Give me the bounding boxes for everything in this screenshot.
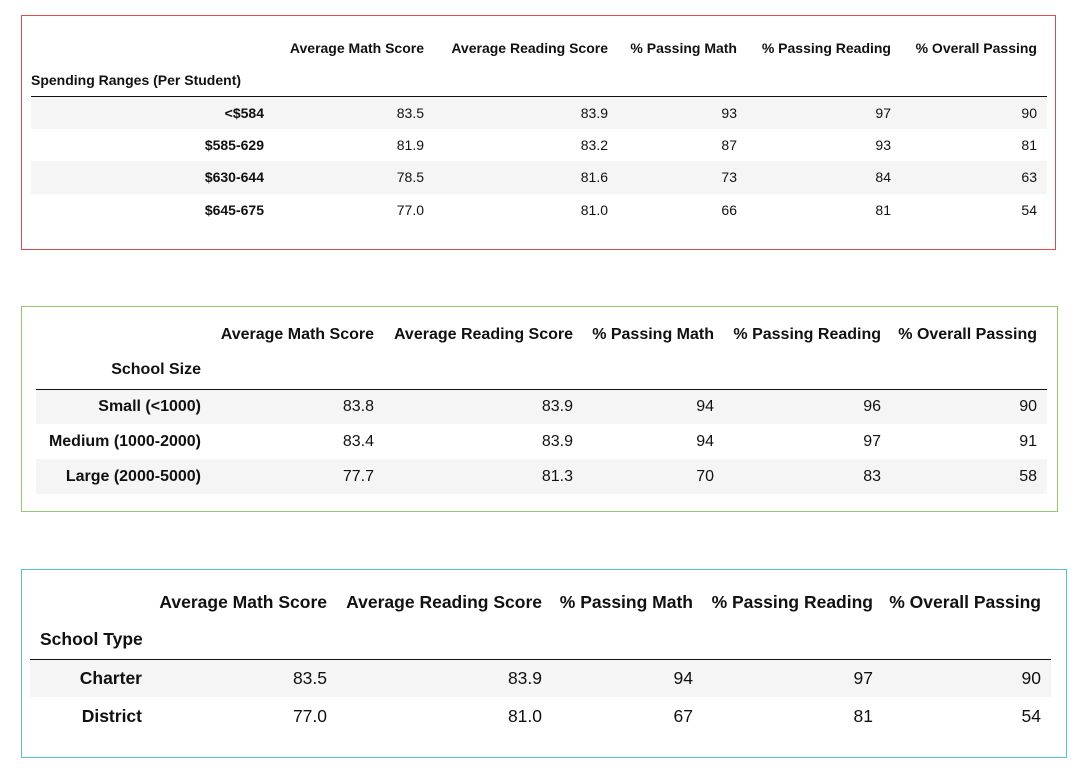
cell-pass-reading: 93 <box>875 136 891 153</box>
row-label: Large (2000-5000) <box>65 467 201 485</box>
col-header-avg-reading: Average Reading Score <box>393 326 573 343</box>
col-header-pass-math: % Passing Math <box>630 40 737 56</box>
cell-avg-math: 83.5 <box>396 104 424 121</box>
table-row: Large (2000-5000) 77.7 81.3 70 83 58 <box>36 459 1047 494</box>
index-name: School Type <box>30 620 152 660</box>
index-name: Spending Ranges (Per Student) <box>31 64 274 97</box>
col-header-avg-math: Average Math Score <box>289 40 424 56</box>
col-header-pass-math: % Passing Math <box>559 591 693 612</box>
col-header-pass-math: % Passing Math <box>592 326 714 343</box>
col-header-avg-math: Average Math Score <box>159 591 327 612</box>
table-row: District 77.0 81.0 67 81 54 <box>30 697 1051 735</box>
column-header-row: Average Math Score Average Reading Score… <box>30 584 1051 620</box>
header-blank <box>31 32 274 64</box>
index-header-row: Spending Ranges (Per Student) <box>31 64 1047 97</box>
row-label: <$584 <box>224 104 264 121</box>
cell-pass-math: 66 <box>721 201 737 218</box>
cell-avg-math: 77.0 <box>396 201 424 218</box>
row-label: $585-629 <box>204 136 264 153</box>
cell-overall: 90 <box>1021 667 1041 688</box>
cell-avg-reading: 81.3 <box>541 467 573 485</box>
table-row: Charter 83.5 83.9 94 97 90 <box>30 659 1051 697</box>
cell-pass-math: 93 <box>721 104 737 121</box>
cell-overall: 90 <box>1021 104 1037 121</box>
cell-avg-reading: 83.9 <box>541 432 573 450</box>
cell-pass-reading: 81 <box>853 705 873 726</box>
cell-avg-math: 78.5 <box>396 169 424 186</box>
col-header-pass-reading: % Passing Reading <box>711 591 873 612</box>
size-summary-table: Average Math Score Average Reading Score… <box>36 319 1047 494</box>
col-header-overall: % Overall Passing <box>915 40 1037 56</box>
row-label: Medium (1000-2000) <box>48 432 201 450</box>
cell-overall: 91 <box>1019 432 1037 450</box>
table-row: <$584 83.5 83.9 93 97 90 <box>31 96 1047 129</box>
cell-pass-math: 70 <box>696 467 714 485</box>
cell-pass-reading: 81 <box>875 201 891 218</box>
cell-overall: 63 <box>1021 169 1037 186</box>
cell-overall: 90 <box>1019 397 1037 415</box>
index-header-row: School Size <box>36 351 1047 390</box>
column-header-row: Average Math Score Average Reading Score… <box>36 319 1047 351</box>
row-label: $645-675 <box>204 201 264 218</box>
cell-pass-math: 94 <box>673 667 693 688</box>
cell-avg-math: 83.4 <box>342 432 374 450</box>
table-row: $585-629 81.9 83.2 87 93 81 <box>31 128 1047 161</box>
cell-pass-math: 67 <box>673 705 693 726</box>
cell-overall: 54 <box>1021 705 1041 726</box>
cell-pass-reading: 84 <box>875 169 891 186</box>
index-header-row: School Type <box>30 620 1051 660</box>
cell-avg-math: 81.9 <box>396 136 424 153</box>
table-row: $630-644 78.5 81.6 73 84 63 <box>31 161 1047 194</box>
header-blank <box>30 584 152 620</box>
cell-avg-reading: 81.0 <box>580 201 608 218</box>
cell-pass-math: 94 <box>696 432 714 450</box>
cell-avg-math: 83.8 <box>342 397 374 415</box>
cell-avg-math: 83.5 <box>292 667 327 688</box>
cell-avg-reading: 83.9 <box>541 397 573 415</box>
type-summary-panel: Average Math Score Average Reading Score… <box>21 569 1067 758</box>
cell-overall: 81 <box>1021 136 1037 153</box>
cell-pass-reading: 97 <box>853 667 873 688</box>
table-row: $645-675 77.0 81.0 66 81 54 <box>31 193 1047 226</box>
cell-avg-math: 77.7 <box>342 467 374 485</box>
spending-summary-table: Average Math Score Average Reading Score… <box>31 32 1047 226</box>
cell-pass-math: 94 <box>696 397 714 415</box>
index-name: School Size <box>36 351 211 390</box>
cell-avg-math: 77.0 <box>292 705 327 726</box>
header-blank <box>36 319 211 351</box>
table-row: Medium (1000-2000) 83.4 83.9 94 97 91 <box>36 424 1047 459</box>
table-row: Small (<1000) 83.8 83.9 94 96 90 <box>36 389 1047 424</box>
cell-avg-reading: 83.9 <box>507 667 542 688</box>
col-header-avg-math: Average Math Score <box>220 326 374 343</box>
cell-avg-reading: 83.2 <box>580 136 608 153</box>
cell-overall: 58 <box>1019 467 1037 485</box>
row-label: Charter <box>79 667 142 688</box>
cell-pass-reading: 83 <box>863 467 881 485</box>
cell-avg-reading: 83.9 <box>580 104 608 121</box>
cell-avg-reading: 81.0 <box>507 705 542 726</box>
cell-avg-reading: 81.6 <box>580 169 608 186</box>
col-header-pass-reading: % Passing Reading <box>761 40 891 56</box>
cell-overall: 54 <box>1021 201 1037 218</box>
column-header-row: Average Math Score Average Reading Score… <box>31 32 1047 64</box>
type-summary-table: Average Math Score Average Reading Score… <box>30 584 1051 735</box>
cell-pass-reading: 96 <box>863 397 881 415</box>
cell-pass-math: 73 <box>721 169 737 186</box>
cell-pass-math: 87 <box>721 136 737 153</box>
size-summary-panel: Average Math Score Average Reading Score… <box>21 306 1058 512</box>
col-header-avg-reading: Average Reading Score <box>346 591 542 612</box>
row-label: $630-644 <box>204 169 264 186</box>
row-label: Small (<1000) <box>98 397 201 415</box>
col-header-overall: % Overall Passing <box>898 326 1037 343</box>
col-header-pass-reading: % Passing Reading <box>733 326 881 343</box>
spending-summary-panel: Average Math Score Average Reading Score… <box>21 15 1056 250</box>
cell-pass-reading: 97 <box>863 432 881 450</box>
row-label: District <box>81 705 142 726</box>
col-header-avg-reading: Average Reading Score <box>451 40 608 56</box>
cell-pass-reading: 97 <box>875 104 891 121</box>
col-header-overall: % Overall Passing <box>889 591 1041 612</box>
